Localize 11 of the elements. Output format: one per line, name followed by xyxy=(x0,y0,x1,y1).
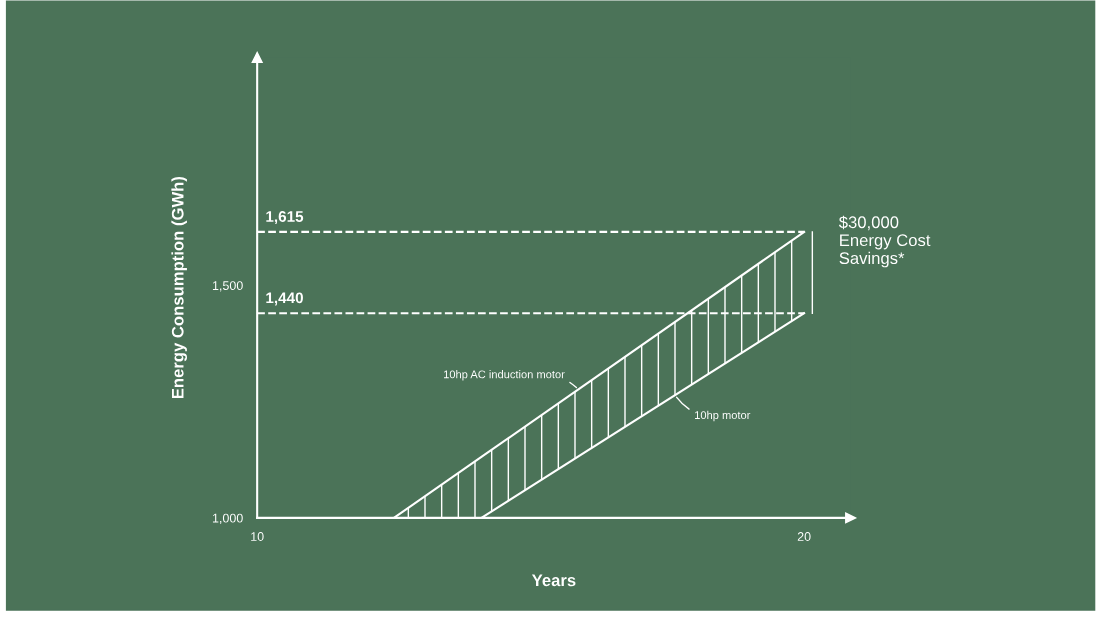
series-label: 10hp AC induction motor xyxy=(444,370,565,381)
text: 10hp motor xyxy=(695,410,751,422)
x-axis-title: Years xyxy=(531,574,576,587)
annotation: $30,000 Energy Cost Savings* xyxy=(838,215,931,268)
y-tick-label: 1,000 xyxy=(212,513,243,525)
y-tick-label: 1,500 xyxy=(212,281,243,292)
x-tick-label: 20 xyxy=(797,532,811,541)
ref-line-label: 1,615 xyxy=(266,211,304,225)
ref-line-label: 1,440 xyxy=(266,292,303,306)
x-tick-label: 10 xyxy=(251,532,264,541)
y-axis-title: Energy Consumption (GWh) xyxy=(171,176,187,399)
